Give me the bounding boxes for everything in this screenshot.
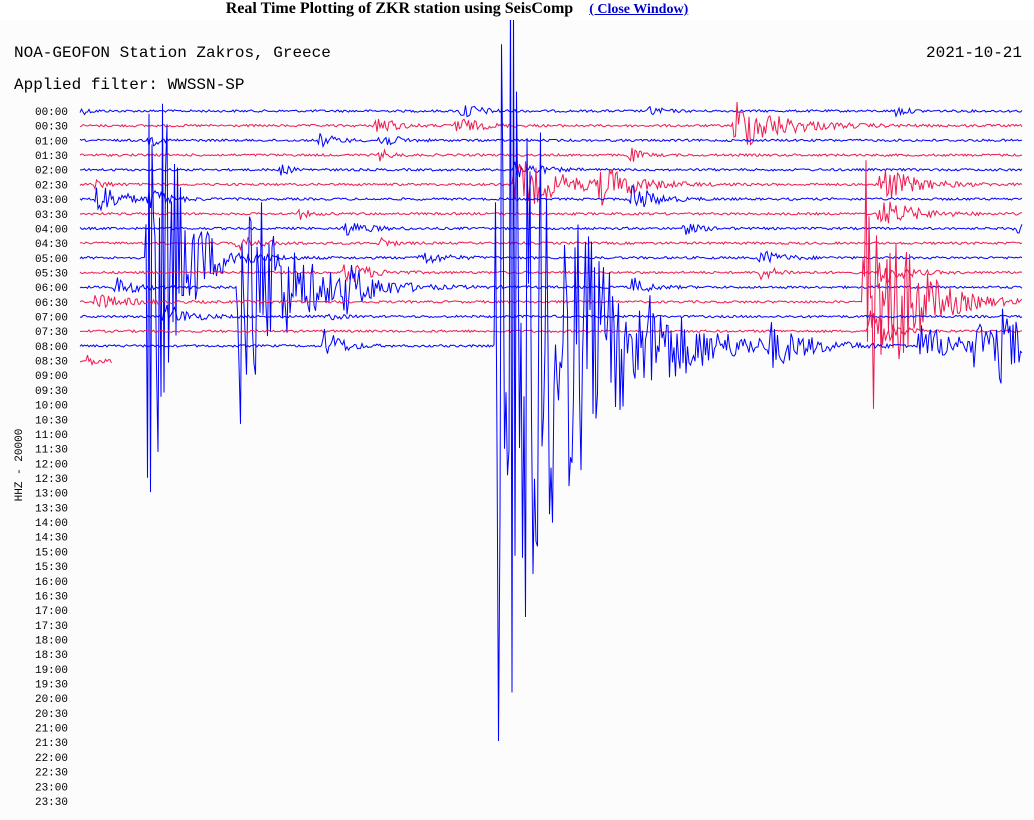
time-label: 18:00 [35,635,68,647]
time-label: 00:00 [35,107,68,119]
time-label: 04:30 [35,239,68,251]
seismic-trace [80,161,1023,178]
close-window-link[interactable]: ( Close Window) [589,2,689,17]
time-label: 21:00 [35,724,68,736]
seismic-trace [79,105,1023,118]
time-label: 03:00 [35,195,68,207]
time-label: 23:00 [35,782,68,794]
helicorder: NOA-GEOFON Station Zakros, Greece 2021-1… [0,20,1034,820]
time-label: 15:30 [35,562,68,574]
time-label: 15:00 [35,547,68,559]
title: Real Time Plotting of ZKR station using … [225,0,574,17]
time-label: 00:30 [35,122,68,134]
time-label: 09:00 [35,371,68,383]
time-label: 17:30 [35,621,68,633]
time-label: 12:00 [35,459,68,471]
time-label: 07:00 [35,313,68,325]
seismic-trace [79,101,1023,146]
time-label: 11:00 [35,430,68,442]
time-label: 14:30 [35,533,68,545]
time-label: 11:30 [35,445,68,457]
time-label: 04:00 [35,224,68,236]
time-label: 21:30 [35,738,68,750]
time-label: 19:30 [35,680,68,692]
seismic-trace [79,154,1023,206]
time-label: 23:30 [35,797,68,809]
seismic-trace [79,304,1023,322]
seismic-trace [79,20,1023,742]
time-label: 08:30 [35,357,68,369]
seismic-trace [79,310,1023,345]
time-label: 03:30 [35,210,68,222]
seismic-trace [79,133,1023,149]
time-label: 01:30 [35,151,68,163]
time-label: 13:00 [35,489,68,501]
time-label: 22:30 [35,768,68,780]
traces [79,20,1023,742]
time-label: 10:30 [35,415,68,427]
time-label: 08:00 [35,342,68,354]
time-label: 19:00 [35,665,68,677]
station-label: NOA-GEOFON Station Zakros, Greece [14,44,331,62]
date-label: 2021-10-21 [926,44,1022,62]
time-label: 14:00 [35,518,68,530]
seismic-trace [80,354,112,367]
time-label: 22:00 [35,753,68,765]
time-label: 10:00 [35,401,68,413]
time-label: 06:00 [35,283,68,295]
time-label: 12:30 [35,474,68,486]
time-label: 07:30 [35,327,68,339]
time-label: 02:30 [35,180,68,192]
channel-label: HHZ - 20000 [14,429,26,502]
time-label: 16:00 [35,577,68,589]
seismic-trace [79,147,1023,162]
time-label: 05:30 [35,268,68,280]
seismic-trace [79,160,1023,409]
seismic-trace [79,202,1023,424]
header: Real Time Plotting of ZKR station using … [0,0,1034,20]
time-label: 13:30 [35,503,68,515]
filter-label: Applied filter: WWSSN-SP [14,76,244,94]
time-label: 20:00 [35,694,68,706]
time-label: 18:30 [35,650,68,662]
time-label: 17:00 [35,606,68,618]
time-label: 02:00 [35,166,68,178]
time-label: 20:30 [35,709,68,721]
time-label: 06:30 [35,298,68,310]
time-label: 01:00 [35,136,68,148]
time-label: 05:00 [35,254,68,266]
time-label: 09:30 [35,386,68,398]
time-label: 16:30 [35,591,68,603]
